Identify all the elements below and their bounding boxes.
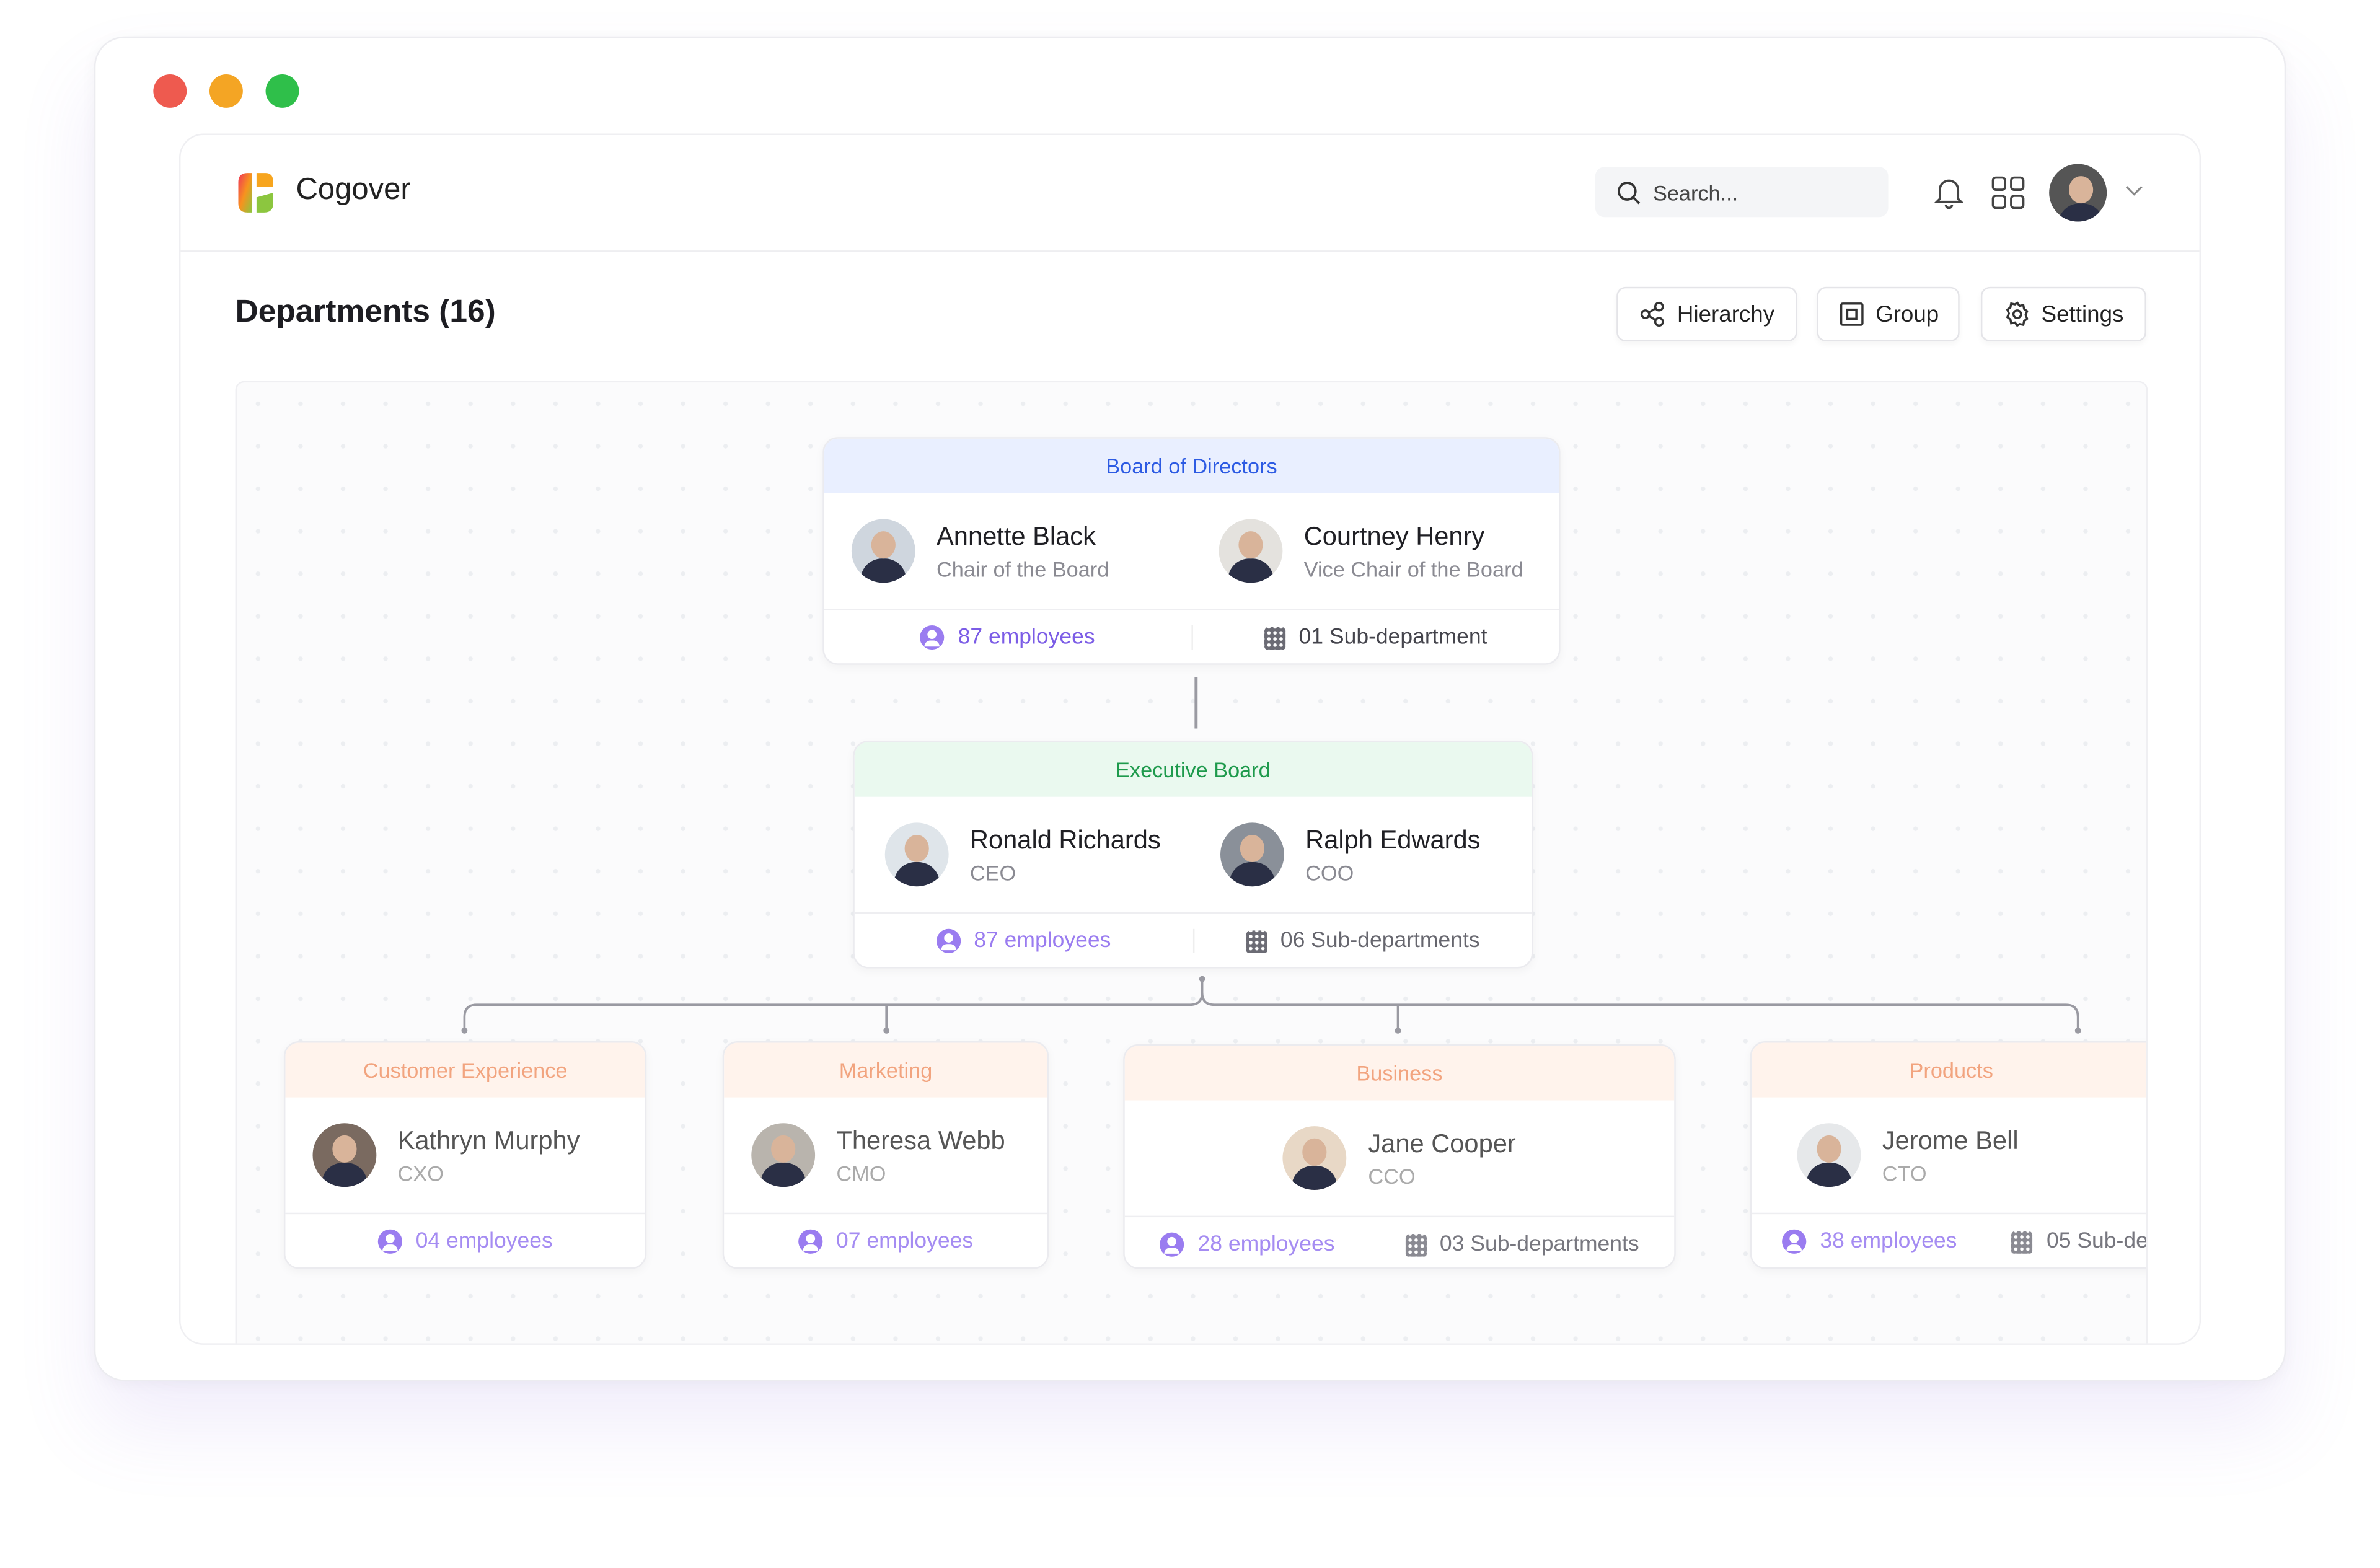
sub-department-count[interactable]: 03 Sub-departments <box>1439 1232 1639 1257</box>
employee-count[interactable]: 04 employees <box>415 1229 553 1254</box>
avatar <box>1220 822 1284 887</box>
org-chart-canvas[interactable]: Board of Directors Annette Black Chair of… <box>235 381 2148 1344</box>
person-item[interactable]: Annette Black Chair of the Board <box>824 519 1192 583</box>
person-item[interactable]: Jane Cooper CCO <box>1283 1126 1516 1191</box>
user-icon <box>1160 1232 1184 1257</box>
user-avatar[interactable] <box>2049 164 2107 222</box>
person-role: CXO <box>397 1160 444 1185</box>
branch-connectors <box>461 976 2081 1034</box>
building-icon <box>1264 626 1285 649</box>
person-role: COO <box>1305 860 1354 884</box>
group-button[interactable]: Group <box>1817 286 1960 342</box>
person-name: Ronald Richards <box>969 825 1161 854</box>
top-header: Cogover Search... <box>180 135 2200 252</box>
avatar <box>312 1123 377 1187</box>
building-icon <box>1404 1233 1426 1256</box>
sub-department-count[interactable]: 01 Sub-department <box>1298 625 1488 650</box>
person-name: Kathryn Murphy <box>397 1125 580 1155</box>
person-role: CTO <box>1882 1160 1927 1185</box>
minimize-window-button[interactable] <box>209 74 243 108</box>
app-container: Cogover Search... Departments (16) Hiera… <box>178 133 2202 1345</box>
board-of-directors-card[interactable]: Board of Directors Annette Black Chair of… <box>822 437 1561 665</box>
card-header: Business <box>1124 1046 1675 1101</box>
search-input[interactable]: Search... <box>1595 167 1889 218</box>
card-header: Board of Directors <box>824 438 1559 493</box>
person-name: Annette Black <box>937 521 1096 550</box>
settings-button[interactable]: Settings <box>1980 286 2146 342</box>
chevron-down-icon[interactable] <box>2125 185 2143 198</box>
avatar <box>751 1123 816 1187</box>
sub-department-count[interactable]: 05 Sub-departments <box>2046 1229 2148 1254</box>
department-card-customer-experience[interactable]: Customer Experience Kathryn Murphy CXO 04… <box>283 1041 647 1269</box>
user-icon <box>936 928 961 953</box>
person-name: Jane Cooper <box>1368 1128 1516 1158</box>
user-icon <box>377 1229 402 1254</box>
hierarchy-button[interactable]: Hierarchy <box>1616 286 1797 342</box>
group-icon <box>1840 302 1863 326</box>
apps-grid-icon[interactable] <box>1991 176 2025 209</box>
card-header: Marketing <box>724 1042 1047 1098</box>
employee-count[interactable]: 28 employees <box>1197 1232 1335 1257</box>
person-item[interactable]: Kathryn Murphy CXO <box>285 1123 645 1187</box>
person-item[interactable]: Courtney Henry Vice Chair of the Board <box>1191 519 1559 583</box>
person-item[interactable]: Ronald Richards CEO <box>855 822 1196 887</box>
building-icon <box>1245 930 1267 953</box>
avatar <box>1797 1123 1861 1187</box>
person-role: Chair of the Board <box>937 556 1109 581</box>
user-icon <box>798 1229 823 1254</box>
person-role: Vice Chair of the Board <box>1303 556 1523 581</box>
settings-label: Settings <box>2041 301 2124 327</box>
search-icon <box>1618 181 1641 204</box>
employee-count[interactable]: 87 employees <box>974 928 1111 953</box>
employee-count[interactable]: 07 employees <box>836 1229 974 1254</box>
person-item[interactable]: Theresa Webb CMO <box>724 1123 1047 1187</box>
department-card-marketing[interactable]: Marketing Theresa Webb CMO 07 employees <box>722 1041 1049 1269</box>
close-window-button[interactable] <box>153 74 187 108</box>
department-card-business[interactable]: Business Jane Cooper CCO 28 employees 03 S… <box>1123 1044 1676 1269</box>
maximize-window-button[interactable] <box>265 74 299 108</box>
department-card-products[interactable]: Products Jerome Bell CTO 38 employees 05 S… <box>1750 1041 2148 1269</box>
page-title: Departments (16) <box>235 294 496 330</box>
card-header: Executive Board <box>854 742 1532 797</box>
avatar <box>851 519 915 583</box>
person-item[interactable]: Jerome Bell CTO <box>1752 1123 2146 1187</box>
avatar <box>1283 1126 1347 1191</box>
hierarchy-label: Hierarchy <box>1677 301 1775 327</box>
sub-department-count[interactable]: 06 Sub-departments <box>1280 928 1480 953</box>
executive-board-card[interactable]: Executive Board Ronald Richards CEO Ralph… <box>853 741 1533 969</box>
hierarchy-icon <box>1640 301 1664 327</box>
person-name: Jerome Bell <box>1882 1125 2019 1155</box>
cogover-logo-icon <box>238 173 273 213</box>
person-item[interactable]: Ralph Edwards COO <box>1196 822 1532 887</box>
bell-icon[interactable] <box>1934 176 1964 209</box>
person-role: CCO <box>1368 1163 1416 1188</box>
user-icon <box>920 625 945 650</box>
building-icon <box>2011 1230 2033 1253</box>
card-header: Products <box>1752 1042 2146 1098</box>
employee-count[interactable]: 87 employees <box>958 625 1095 650</box>
search-placeholder: Search... <box>1652 180 1739 205</box>
gear-icon <box>2006 301 2029 327</box>
person-name: Theresa Webb <box>836 1125 1005 1155</box>
person-name: Courtney Henry <box>1303 521 1485 550</box>
connector-line <box>1194 677 1198 729</box>
card-header: Customer Experience <box>285 1042 645 1098</box>
person-role: CMO <box>836 1160 886 1185</box>
app-name: Cogover <box>296 173 411 207</box>
person-role: CEO <box>969 860 1016 884</box>
avatar <box>1219 519 1283 583</box>
user-icon <box>1782 1229 1807 1254</box>
person-name: Ralph Edwards <box>1305 825 1481 854</box>
employee-count[interactable]: 38 employees <box>1820 1229 1957 1254</box>
group-label: Group <box>1875 301 1939 327</box>
avatar <box>884 822 949 887</box>
